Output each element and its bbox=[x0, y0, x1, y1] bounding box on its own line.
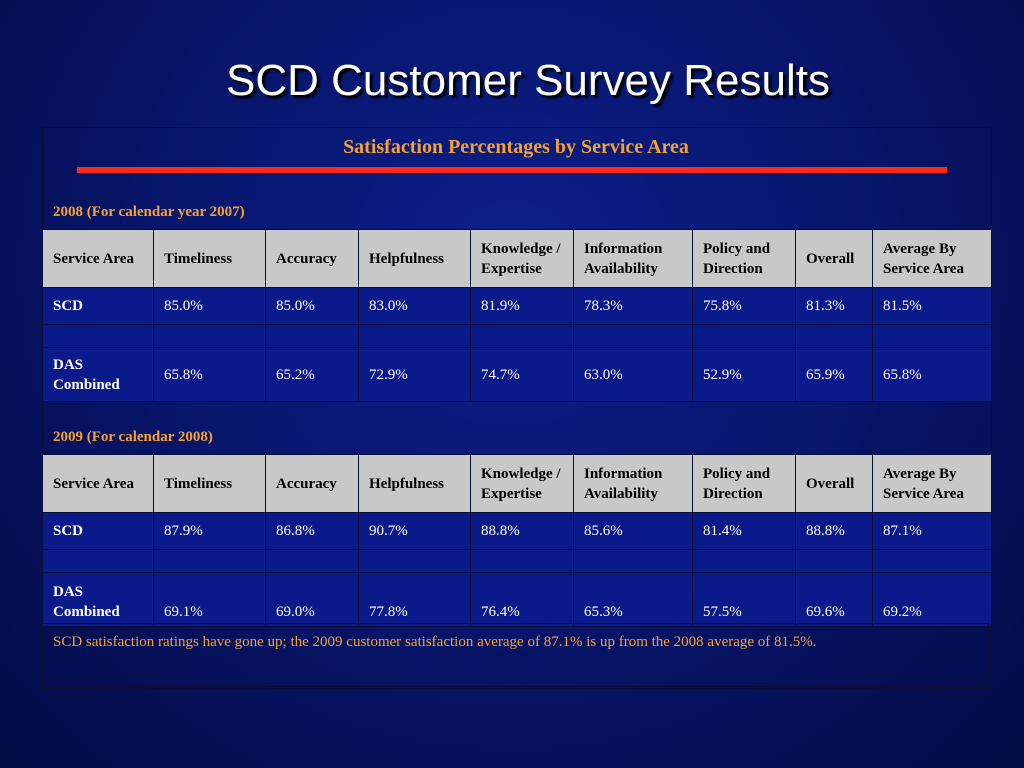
table-cell: 63.0% bbox=[573, 347, 693, 402]
table-cell: 69.1% bbox=[153, 572, 266, 627]
header-cell: Overall bbox=[795, 229, 873, 288]
table-row: DAS Combined 65.8% 65.2% 72.9% 74.7% 63.… bbox=[42, 347, 992, 402]
spacer-row bbox=[42, 549, 992, 573]
table-header-row: Service Area Timeliness Accuracy Helpful… bbox=[42, 454, 992, 513]
table-cell: 65.8% bbox=[153, 347, 266, 402]
table-cell: 65.2% bbox=[265, 347, 359, 402]
table-subtitle: Satisfaction Percentages by Service Area bbox=[343, 136, 689, 158]
table-cell: 65.9% bbox=[795, 347, 873, 402]
table-cell: 85.6% bbox=[573, 512, 693, 550]
row-label: SCD bbox=[42, 287, 154, 325]
slide-title: SCD Customer Survey Results bbox=[226, 56, 830, 105]
header-cell: Average By Service Area bbox=[872, 229, 992, 288]
header-cell: Policy and Direction bbox=[692, 229, 796, 288]
header-cell: Policy and Direction bbox=[692, 454, 796, 513]
table-cell: 65.3% bbox=[573, 572, 693, 627]
section-label-2008: 2008 (For calendar year 2007) bbox=[53, 204, 245, 220]
table-cell: 86.8% bbox=[265, 512, 359, 550]
row-label: DAS Combined bbox=[42, 347, 154, 402]
header-cell: Overall bbox=[795, 454, 873, 513]
table-cell: 69.6% bbox=[795, 572, 873, 627]
header-cell: Information Availability bbox=[573, 229, 693, 288]
table-cell: 83.0% bbox=[358, 287, 471, 325]
table-header-row: Service Area Timeliness Accuracy Helpful… bbox=[42, 229, 992, 288]
table-cell: 88.8% bbox=[470, 512, 574, 550]
header-cell: Accuracy bbox=[265, 229, 359, 288]
table-cell: 78.3% bbox=[573, 287, 693, 325]
header-cell: Accuracy bbox=[265, 454, 359, 513]
header-cell: Information Availability bbox=[573, 454, 693, 513]
table-cell: 81.3% bbox=[795, 287, 873, 325]
table-cell: 72.9% bbox=[358, 347, 471, 402]
header-cell: Average By Service Area bbox=[872, 454, 992, 513]
table-cell: 85.0% bbox=[153, 287, 266, 325]
table-cell: 81.5% bbox=[872, 287, 992, 325]
header-cell: Timeliness bbox=[153, 454, 266, 513]
header-cell: Helpfulness bbox=[358, 229, 471, 288]
table-row: SCD 87.9% 86.8% 90.7% 88.8% 85.6% 81.4% … bbox=[42, 512, 992, 550]
header-cell: Helpfulness bbox=[358, 454, 471, 513]
header-cell: Timeliness bbox=[153, 229, 266, 288]
table-cell: 75.8% bbox=[692, 287, 796, 325]
table-row: SCD 85.0% 85.0% 83.0% 81.9% 78.3% 75.8% … bbox=[42, 287, 992, 325]
summary-note: SCD satisfaction ratings have gone up; t… bbox=[42, 623, 989, 687]
table-cell: 87.9% bbox=[153, 512, 266, 550]
table-cell: 87.1% bbox=[872, 512, 992, 550]
row-label: SCD bbox=[42, 512, 154, 550]
table-cell: 57.5% bbox=[692, 572, 796, 627]
table-cell: 69.2% bbox=[872, 572, 992, 627]
table-cell: 52.9% bbox=[692, 347, 796, 402]
results-table-2009: Service Area Timeliness Accuracy Helpful… bbox=[42, 454, 992, 627]
table-cell: 81.4% bbox=[692, 512, 796, 550]
table-cell: 90.7% bbox=[358, 512, 471, 550]
table-cell: 77.8% bbox=[358, 572, 471, 627]
table-cell: 69.0% bbox=[265, 572, 359, 627]
table-cell: 76.4% bbox=[470, 572, 574, 627]
table-cell: 85.0% bbox=[265, 287, 359, 325]
header-cell: Service Area bbox=[42, 229, 154, 288]
content-frame bbox=[42, 127, 992, 689]
row-label: DAS Combined bbox=[42, 572, 154, 627]
header-cell: Knowledge / Expertise bbox=[470, 229, 574, 288]
table-cell: 74.7% bbox=[470, 347, 574, 402]
table-row: DAS Combined 69.1% 69.0% 77.8% 76.4% 65.… bbox=[42, 572, 992, 627]
red-divider bbox=[77, 167, 947, 173]
results-table-2008: Service Area Timeliness Accuracy Helpful… bbox=[42, 229, 992, 402]
header-cell: Service Area bbox=[42, 454, 154, 513]
table-cell: 65.8% bbox=[872, 347, 992, 402]
table-cell: 81.9% bbox=[470, 287, 574, 325]
table-cell: 88.8% bbox=[795, 512, 873, 550]
section-label-2009: 2009 (For calendar 2008) bbox=[53, 429, 213, 445]
spacer-row bbox=[42, 324, 992, 348]
header-cell: Knowledge / Expertise bbox=[470, 454, 574, 513]
